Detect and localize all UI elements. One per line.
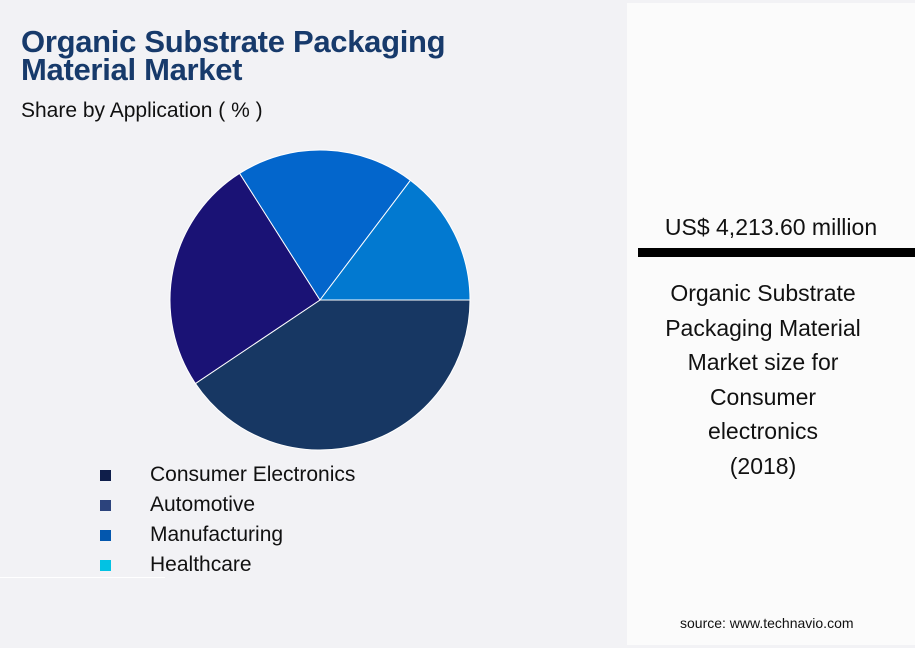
legend-label: Consumer Electronics	[150, 463, 356, 486]
market-size-caption: Organic Substrate Packaging Material Mar…	[627, 276, 899, 483]
caption-line: Packaging Material	[665, 314, 861, 341]
caption-line: Organic Substrate	[670, 280, 856, 306]
chart-title: Organic Substrate Packaging Material Mar…	[21, 24, 446, 87]
chart-title-line-1: Organic Substrate Packaging	[21, 24, 446, 59]
legend-swatch-icon	[100, 559, 111, 571]
legend-label: Healthcare	[150, 553, 252, 576]
highlight-panel	[627, 3, 915, 645]
caption-line: electronics	[708, 418, 818, 444]
legend-label: Manufacturing	[150, 523, 284, 546]
pie-slice-consumer-electronics	[194, 299, 471, 451]
pie-chart	[169, 149, 471, 451]
pie-slice-manufacturing	[238, 149, 412, 301]
legend-item-manufacturing: Manufacturing	[100, 520, 355, 550]
legend-item-automotive: Automotive	[100, 490, 355, 520]
pie-slice-automotive	[169, 172, 321, 385]
chart-title-line-2: Material Market	[21, 52, 243, 87]
pie-slice-healthcare	[318, 179, 471, 301]
legend: Consumer Electronics Automotive Manufact…	[100, 460, 355, 580]
source-text: source: www.technavio.com	[680, 615, 854, 631]
divider	[0, 577, 165, 578]
caption-line: Consumer	[709, 383, 817, 410]
legend-swatch-icon	[100, 469, 111, 481]
caption-line: (2018)	[729, 452, 797, 479]
legend-swatch-icon	[100, 499, 111, 511]
chart-subtitle: Share by Application ( % )	[21, 99, 263, 122]
caption-line: Market size for	[687, 349, 839, 375]
market-size-value: US$ 4,213.60 million	[664, 214, 878, 240]
legend-label: Automotive	[150, 493, 256, 516]
legend-item-healthcare: Healthcare	[100, 550, 355, 580]
legend-swatch-icon	[100, 529, 111, 541]
legend-item-consumer-electronics: Consumer Electronics	[100, 460, 355, 490]
divider-bar	[638, 248, 915, 257]
